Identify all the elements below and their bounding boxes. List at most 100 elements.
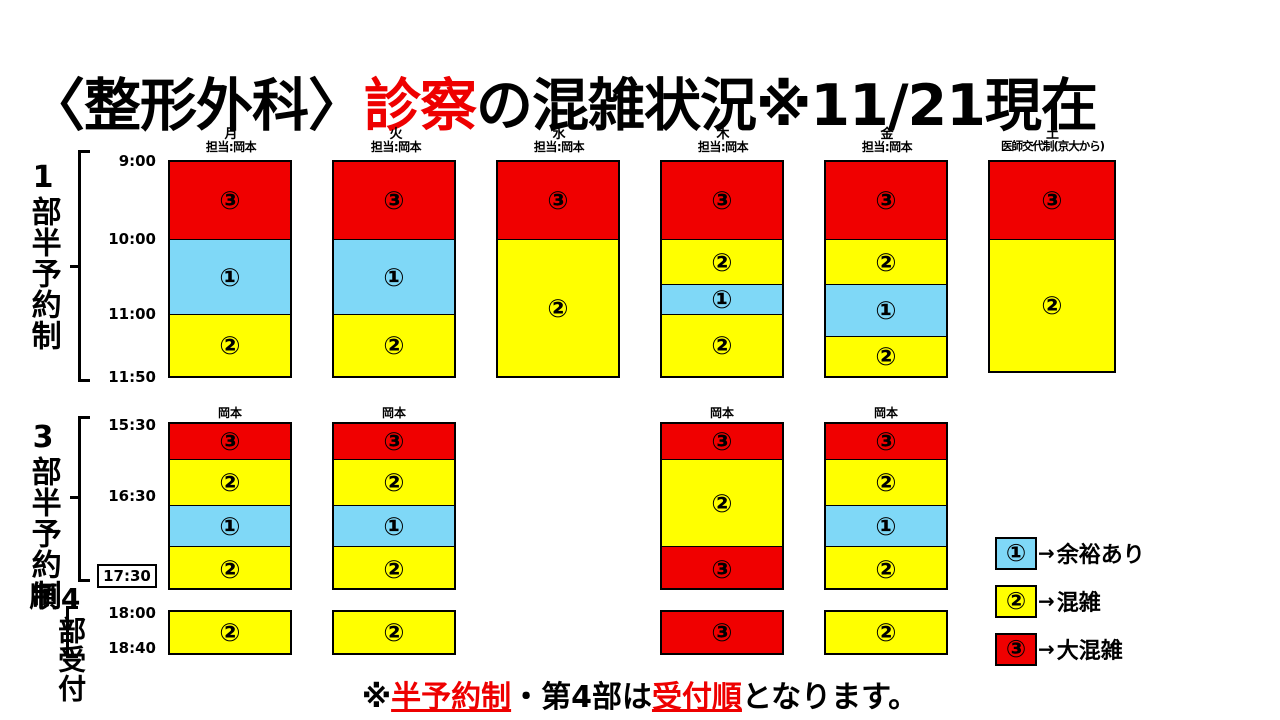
level-badge: ① bbox=[383, 511, 405, 541]
slot-block: ③ bbox=[662, 162, 782, 240]
time-label-11-00: 11:00 bbox=[108, 305, 156, 323]
level-badge: ① bbox=[875, 511, 897, 541]
section-label-afternoon: 3部半予約制 bbox=[25, 420, 61, 611]
bracket-afternoon bbox=[78, 416, 90, 582]
slot-block: ② bbox=[826, 460, 946, 506]
slot-block: ② bbox=[826, 240, 946, 285]
slot-block: ③ bbox=[826, 424, 946, 460]
legend-label-level-1: 余裕あり bbox=[1056, 543, 1145, 568]
level-badge: ② bbox=[1005, 587, 1027, 615]
slot-block: ② bbox=[334, 612, 454, 653]
slot-block: ① bbox=[170, 506, 290, 547]
schedule-column-thu-evening: ③ bbox=[660, 610, 784, 655]
slot-block: ② bbox=[170, 315, 290, 376]
level-badge: ① bbox=[383, 262, 405, 292]
slot-block: ② bbox=[334, 547, 454, 588]
doctor-label: 担当:岡本 bbox=[697, 140, 749, 154]
level-badge: ③ bbox=[711, 186, 733, 215]
dow-label: 水 bbox=[552, 127, 566, 142]
slot-block: ① bbox=[170, 240, 290, 315]
section-label-morning: 1部半予約制 bbox=[25, 160, 61, 351]
legend-label-level-3: 大混雑 bbox=[1056, 639, 1123, 664]
slot-block: ② bbox=[826, 337, 946, 376]
slot-block: ① bbox=[334, 506, 454, 547]
slot-block: ① bbox=[334, 240, 454, 315]
level-badge: ② bbox=[219, 331, 241, 360]
slot-block: ① bbox=[662, 285, 782, 315]
dow-label: 月 bbox=[224, 127, 238, 142]
schedule-column-fri-afternoon: ③ ② ① ② bbox=[824, 422, 948, 590]
slot-block: ② bbox=[826, 547, 946, 588]
level-badge: ② bbox=[875, 342, 897, 371]
level-badge: ② bbox=[383, 331, 405, 360]
time-label-18-00: 18:00 bbox=[108, 604, 156, 622]
doctor-label: 担当:岡本 bbox=[861, 140, 913, 154]
legend: ① → 余裕あり ② → 混雑 ③ → 大混雑 bbox=[995, 533, 1145, 677]
dow-label: 木 bbox=[716, 127, 730, 142]
slot-block: ② bbox=[334, 315, 454, 376]
schedule-column-wed-morning: ③ ② bbox=[496, 160, 620, 378]
slot-block: ② bbox=[170, 460, 290, 506]
slot-block: ② bbox=[826, 612, 946, 653]
slot-block: ③ bbox=[334, 162, 454, 240]
time-label-9-00: 9:00 bbox=[118, 152, 156, 170]
level-badge: ① bbox=[219, 262, 241, 292]
legend-swatch-level-1: ① bbox=[995, 536, 1037, 570]
level-badge: ① bbox=[711, 285, 733, 314]
column-header-fri: 金 担当:岡本 bbox=[826, 128, 948, 153]
level-badge: ② bbox=[219, 468, 241, 497]
dow-label: 土 bbox=[1045, 127, 1059, 142]
schedule-column-sat-morning: ③ ② bbox=[988, 160, 1116, 373]
level-badge: ② bbox=[875, 468, 897, 497]
level-badge: ② bbox=[875, 618, 897, 647]
slot-block: ③ bbox=[826, 162, 946, 240]
schedule-column-mon-afternoon: ③ ② ① ② bbox=[168, 422, 292, 590]
legend-row-1: ① → 余裕あり bbox=[995, 533, 1145, 573]
bracket-tick-afternoon bbox=[70, 496, 79, 499]
level-badge: ② bbox=[875, 555, 897, 584]
time-label-10-00: 10:00 bbox=[108, 230, 156, 248]
slot-block: ① bbox=[826, 506, 946, 547]
level-badge: ③ bbox=[711, 618, 733, 647]
slot-block: ③ bbox=[990, 162, 1114, 240]
column-header-pm-thu: 岡本 bbox=[709, 406, 734, 420]
footer-tail: となります。 bbox=[741, 680, 919, 715]
footer-highlight-1: 半予約制 bbox=[391, 680, 512, 715]
footer-mark: ※ bbox=[361, 680, 392, 715]
slot-block: ③ bbox=[662, 612, 782, 653]
level-badge: ③ bbox=[383, 186, 405, 215]
schedule-column-fri-morning: ③ ② ① ② bbox=[824, 160, 948, 378]
column-header-pm-tue: 岡本 bbox=[381, 406, 406, 420]
footer-mid: ・第4部は bbox=[511, 680, 652, 715]
level-badge: ② bbox=[383, 555, 405, 584]
slot-block: ③ bbox=[662, 547, 782, 588]
slot-block: ① bbox=[826, 285, 946, 337]
page-title: 〈整形外科〉診察の混雑状況※11/21現在 bbox=[28, 60, 1098, 142]
slot-block: ③ bbox=[334, 424, 454, 460]
title-prefix: 〈整形外科〉 bbox=[28, 73, 365, 139]
legend-swatch-level-2: ② bbox=[995, 584, 1037, 618]
level-badge: ③ bbox=[547, 186, 569, 215]
title-suffix: の混雑状況※11/21現在 bbox=[476, 73, 1098, 139]
arrow-icon: → bbox=[1038, 589, 1055, 613]
level-badge: ③ bbox=[383, 427, 405, 456]
level-badge: ③ bbox=[219, 427, 241, 456]
level-badge: ② bbox=[711, 331, 733, 360]
level-badge: ③ bbox=[1041, 186, 1063, 215]
level-badge: ③ bbox=[711, 555, 733, 584]
column-header-mon: 月 担当:岡本 bbox=[170, 128, 292, 153]
schedule-column-mon-evening: ② bbox=[168, 610, 292, 655]
slot-block: ③ bbox=[498, 162, 618, 240]
column-header-wed: 水 担当:岡本 bbox=[498, 128, 620, 153]
slot-block: ② bbox=[334, 460, 454, 506]
doctor-label: 医師交代制(京大から) bbox=[1000, 139, 1105, 153]
level-badge: ③ bbox=[875, 427, 897, 456]
time-label-16-30: 16:30 bbox=[108, 487, 156, 505]
dow-label: 火 bbox=[389, 127, 403, 142]
title-highlight: 診察 bbox=[364, 73, 477, 139]
column-header-pm-mon: 岡本 bbox=[217, 406, 242, 420]
schedule-column-thu-afternoon: ③ ② ③ bbox=[660, 422, 784, 590]
legend-row-3: ③ → 大混雑 bbox=[995, 629, 1145, 669]
slot-block: ③ bbox=[170, 162, 290, 240]
